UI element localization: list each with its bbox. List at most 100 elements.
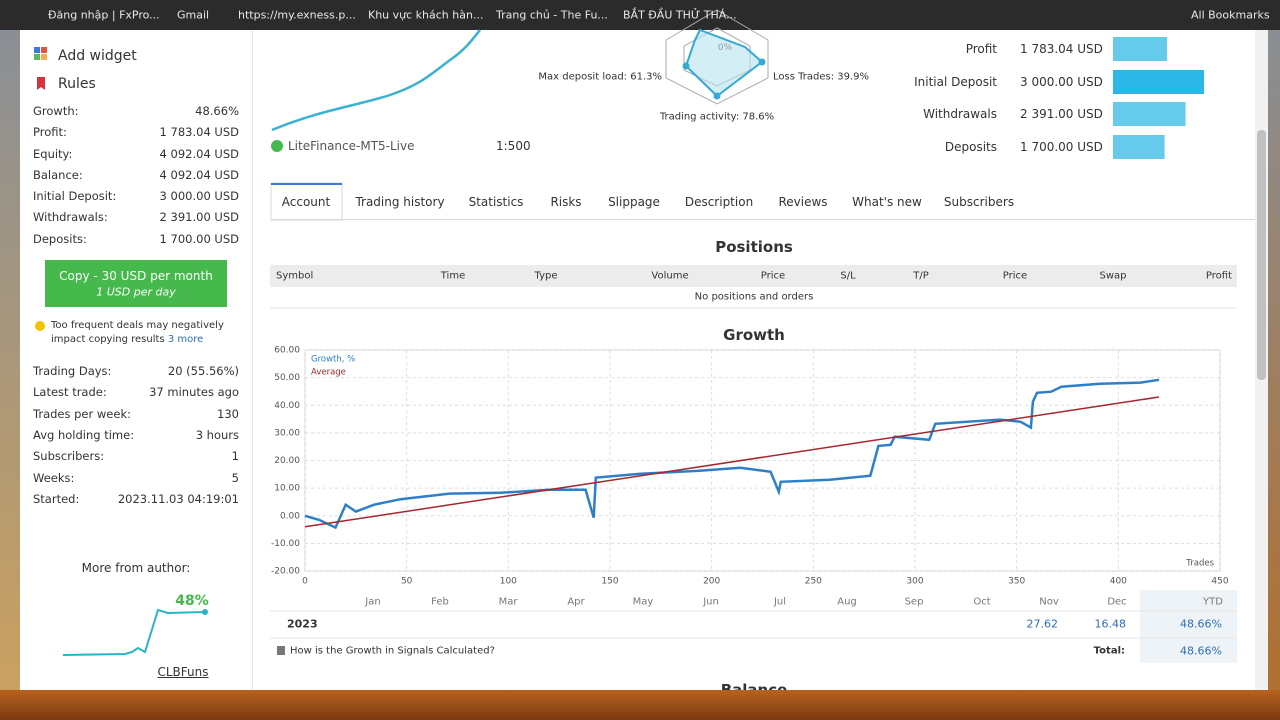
bar-value: 3 000.00 USD — [1020, 75, 1103, 89]
bookmark[interactable]: https://my.exness.p... — [238, 8, 356, 22]
radar-shape — [684, 28, 764, 98]
tab[interactable]: Account — [281, 195, 331, 209]
stat-label: Trades per week: — [33, 407, 131, 421]
bar — [1113, 102, 1186, 126]
desktop-strip — [0, 690, 1280, 720]
stat-value: 3 hours — [195, 428, 239, 442]
x-tick-label: 250 — [805, 577, 822, 587]
x-tick-label: 350 — [1008, 577, 1025, 587]
warning-text: Too frequent deals may negatively impact… — [51, 320, 224, 345]
column-header: S/L — [840, 270, 856, 282]
bar-value: 2 391.00 USD — [1020, 107, 1103, 121]
desktop-left — [0, 30, 20, 690]
month: Jun — [703, 596, 719, 608]
stat-label: Growth: — [33, 104, 79, 118]
x-tick-label: 300 — [906, 577, 923, 587]
stat-value: 2 391.00 USD — [159, 210, 239, 224]
active-tab-accent — [271, 183, 342, 185]
stat-value: 1 783.04 USD — [159, 125, 239, 139]
radar-label: Trading activity: 78.6% — [659, 111, 775, 123]
bookmark[interactable]: Trang chủ - The Fu... — [496, 8, 608, 22]
tab[interactable]: What's new — [852, 195, 922, 209]
warning: Too frequent deals may negatively impact… — [51, 319, 226, 347]
month: May — [632, 596, 654, 608]
tab[interactable]: Description — [684, 195, 754, 209]
table-header-bg — [270, 265, 1237, 287]
month: Apr — [567, 596, 585, 608]
y-tick-label: 60.00 — [274, 346, 300, 356]
radar-point — [682, 62, 690, 70]
radar-label: Max deposit load: 61.3% — [538, 71, 662, 83]
leverage: 1:500 — [496, 139, 531, 153]
series-line — [304, 396, 1160, 528]
widget-icon — [34, 54, 40, 60]
tab[interactable]: Reviews — [778, 195, 828, 209]
x-tick-label: 400 — [1110, 577, 1127, 587]
column-header: Profit — [1205, 270, 1232, 282]
menu-item[interactable]: Add widget — [58, 48, 137, 64]
column-header: T/P — [913, 270, 929, 282]
bar-label: Profit — [965, 42, 997, 56]
radar-center: 0% — [717, 43, 733, 53]
widget-icon — [34, 47, 40, 53]
radar-grid — [665, 9, 769, 105]
author-name[interactable]: CLBFuns — [157, 665, 209, 679]
column-header: Swap — [1099, 270, 1127, 282]
copy-button-subtitle[interactable]: 1 USD per day — [96, 285, 176, 299]
stat-label: Weeks: — [33, 471, 75, 485]
month: Feb — [431, 596, 449, 608]
author-growth: 48% — [175, 593, 209, 609]
ytd-value: 48.66% — [1180, 617, 1222, 631]
tab[interactable]: Slippage — [608, 195, 660, 209]
month: Aug — [837, 596, 857, 608]
help-link[interactable]: How is the Growth in Signals Calculated? — [290, 645, 495, 657]
year: 2023 — [287, 617, 318, 631]
copy-button-bg[interactable] — [45, 260, 227, 307]
warning-link[interactable]: 3 more — [167, 334, 204, 345]
radar-label: Loss Trades: 39.9% — [773, 71, 870, 83]
rules-icon — [37, 77, 45, 90]
tab[interactable]: Trading history — [355, 195, 445, 209]
month: Dec — [1107, 596, 1127, 608]
total-label: Total: — [1093, 645, 1125, 657]
dec-value: 16.48 — [1094, 617, 1127, 631]
copy-button-title[interactable]: Copy - 30 USD per month — [59, 269, 213, 283]
stat-value: 3 000.00 USD — [159, 189, 239, 203]
column-header: Type — [534, 270, 558, 282]
menu-item[interactable]: Rules — [58, 76, 96, 92]
stat-label: Started: — [33, 492, 80, 506]
month: Mar — [498, 596, 518, 608]
tab[interactable]: Risks — [550, 195, 582, 209]
month: YTD — [1203, 596, 1223, 608]
stat-value: 4 092.04 USD — [159, 168, 239, 182]
bar — [1113, 70, 1204, 94]
bar-value: 1 700.00 USD — [1020, 140, 1103, 154]
radar — [665, 9, 769, 105]
column-header: Price — [760, 270, 786, 282]
next-section: Balance — [721, 683, 788, 690]
bookmark[interactable]: All Bookmarks — [1191, 8, 1270, 22]
tab[interactable]: Statistics — [468, 195, 524, 209]
x-tick-label: 0 — [302, 577, 308, 587]
radar-point — [713, 92, 721, 100]
widget-icon — [41, 47, 47, 53]
sidebar-divider — [252, 30, 253, 690]
legend-entry: Growth, % — [311, 355, 355, 365]
tab[interactable]: Subscribers — [943, 195, 1015, 209]
bookmark[interactable]: Khu vực khách hàn... — [368, 8, 484, 22]
help-icon — [277, 646, 285, 655]
bookmark[interactable]: Gmail — [177, 8, 210, 22]
stat-value: 5 — [231, 471, 239, 485]
author-sparkline — [62, 608, 206, 656]
stat-value: 20 (55.56%) — [167, 364, 239, 378]
scrollbar[interactable] — [1255, 30, 1268, 690]
y-tick-label: 0.00 — [280, 511, 300, 521]
month: Oct — [973, 596, 991, 608]
stat-value: 130 — [217, 407, 239, 421]
bookmark[interactable]: BẮT ĐẦU THỬ THÁ... — [623, 8, 737, 22]
stat-value: 37 minutes ago — [149, 385, 239, 399]
stat-label: Trading Days: — [33, 364, 112, 378]
bookmark[interactable]: Đăng nhập | FxPro... — [48, 8, 160, 22]
column-header: Time — [440, 270, 466, 282]
series-line — [304, 378, 1160, 530]
